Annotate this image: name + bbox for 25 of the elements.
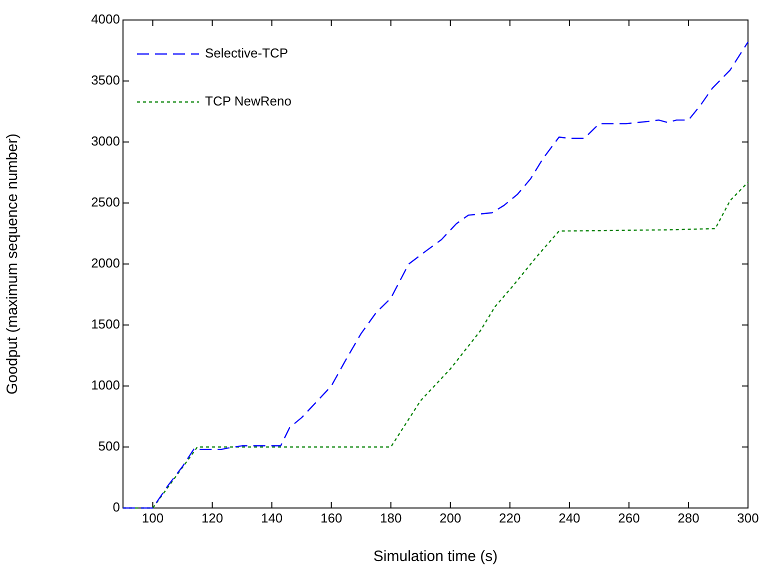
y-tick-label: 4000 — [91, 12, 120, 27]
x-tick-label: 300 — [737, 510, 759, 526]
y-tick-label: 3500 — [91, 72, 120, 88]
legend-label: Selective-TCP — [205, 46, 288, 61]
y-tick-label: 500 — [98, 438, 120, 454]
y-tick-label: 2000 — [91, 256, 120, 271]
y-tick-label: 1000 — [91, 378, 120, 393]
x-tick-label: 120 — [201, 510, 224, 526]
x-tick-label: 180 — [380, 510, 402, 526]
x-tick-label: 160 — [320, 510, 342, 526]
y-tick-label: 3000 — [91, 134, 120, 149]
y-tick-label: 1500 — [91, 316, 120, 332]
x-tick-label: 220 — [499, 510, 521, 526]
x-axis-title: Simulation time (s) — [373, 548, 498, 566]
x-tick-label: 280 — [678, 510, 700, 526]
line-series — [122, 41, 749, 509]
y-tick-label: 2500 — [91, 194, 120, 210]
x-tick-label: 260 — [618, 510, 640, 526]
y-axis-title: Goodput (maximum sequence number) — [4, 134, 22, 394]
x-tick-label: 140 — [260, 510, 283, 526]
x-tick-label: 240 — [558, 510, 580, 526]
x-tick-label: 200 — [440, 510, 462, 526]
x-tick-label: 100 — [142, 510, 164, 526]
y-tick-label: 0 — [112, 500, 120, 515]
legend-label: TCP NewReno — [205, 94, 292, 109]
